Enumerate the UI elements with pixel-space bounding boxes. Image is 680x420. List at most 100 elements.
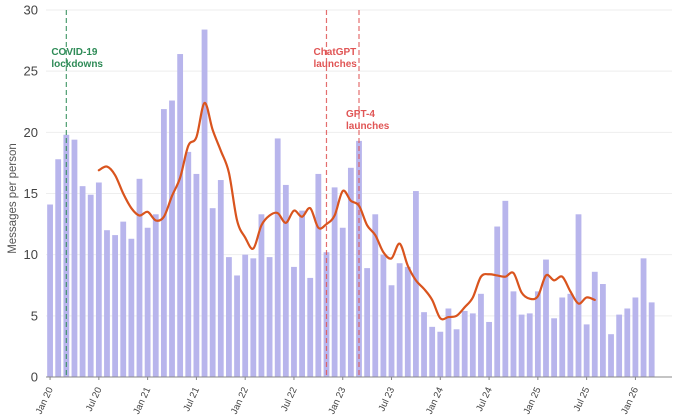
bar	[461, 310, 468, 377]
y-tick-label: 10	[24, 247, 38, 262]
y-tick-label: 25	[24, 64, 38, 79]
bar	[591, 271, 598, 377]
y-tick-label: 30	[24, 3, 38, 18]
x-tick-label: Jul 21	[181, 386, 202, 414]
bar	[250, 258, 257, 377]
bar	[526, 313, 533, 377]
bar	[396, 263, 403, 377]
bar	[112, 235, 119, 377]
bar	[136, 178, 143, 377]
bar	[95, 182, 102, 377]
bar	[79, 186, 86, 377]
x-tick-label: Jan 23	[326, 386, 348, 417]
bar	[648, 302, 655, 377]
bar	[469, 313, 476, 377]
bar	[331, 187, 338, 377]
x-tick-label: Jan 25	[522, 386, 544, 417]
trend-line	[97, 101, 596, 321]
bar	[71, 139, 78, 377]
x-tick-label: Jan 21	[131, 386, 153, 417]
bar	[364, 268, 371, 377]
bar	[258, 214, 265, 377]
bar	[388, 285, 395, 377]
bar	[486, 321, 492, 377]
bar	[282, 184, 289, 377]
bar	[266, 257, 273, 377]
bar	[421, 312, 427, 377]
bar	[599, 284, 606, 377]
x-tick-label: Jan 24	[424, 386, 446, 417]
bar	[518, 314, 525, 377]
bar	[413, 191, 419, 377]
bar	[632, 297, 639, 377]
bar	[502, 200, 509, 377]
bar	[104, 230, 110, 377]
bar	[315, 173, 322, 377]
x-tick-label: Jan 26	[619, 386, 641, 417]
bar	[201, 29, 208, 377]
bar	[494, 226, 501, 377]
bar	[291, 266, 297, 377]
y-axis-title: Messages per person	[7, 143, 19, 254]
bar	[543, 259, 549, 377]
x-tick-label: Jan 20	[34, 386, 56, 417]
bar	[583, 324, 590, 377]
bar	[453, 329, 460, 377]
bar	[445, 308, 452, 377]
y-tick-label: 5	[31, 308, 38, 323]
bar	[193, 173, 200, 377]
bar	[608, 334, 614, 377]
x-tick-label: Jul 23	[377, 386, 398, 414]
trend-line-layer	[97, 101, 596, 321]
annotation-label: COVID-19 lockdowns	[51, 47, 103, 70]
annotation-label: ChatGPT launches	[313, 47, 357, 70]
bar	[144, 227, 151, 377]
bar	[640, 258, 647, 377]
bar	[510, 291, 517, 377]
bar	[209, 208, 216, 377]
bar	[437, 331, 444, 377]
bar	[234, 275, 240, 377]
bar	[185, 151, 192, 377]
bar	[551, 318, 558, 377]
bar	[217, 180, 224, 377]
bar	[307, 277, 314, 377]
bar	[63, 134, 70, 377]
bar	[242, 254, 249, 377]
bars-layer	[47, 29, 655, 377]
bar	[152, 214, 159, 377]
x-tick-label: Jul 22	[279, 386, 300, 414]
bar	[567, 293, 574, 377]
bar	[160, 109, 167, 377]
annotation-label: GPT-4 launches	[346, 109, 390, 132]
y-tick-label: 0	[31, 370, 38, 385]
x-tick-label: Jan 22	[229, 386, 251, 417]
bar	[226, 257, 232, 377]
bar	[169, 100, 175, 377]
bar	[55, 159, 62, 377]
bar	[380, 254, 387, 377]
y-tick-label: 15	[24, 186, 38, 201]
x-tick-label: Jul 25	[572, 386, 593, 414]
bar	[177, 54, 184, 377]
bar	[299, 210, 305, 377]
bar	[575, 214, 582, 377]
bar	[339, 227, 346, 377]
bar	[404, 266, 411, 377]
bar	[429, 326, 436, 377]
bar	[87, 194, 94, 377]
annotation-lines: COVID-19 lockdowns ChatGPT launches GPT-4 lau…	[51, 10, 390, 377]
bar	[347, 167, 354, 377]
bar	[47, 204, 53, 377]
bar	[534, 291, 541, 377]
bar	[478, 293, 484, 377]
bar	[559, 297, 566, 377]
bar	[128, 238, 135, 377]
x-tick-label: Jul 24	[474, 386, 495, 414]
bar	[624, 308, 631, 377]
bar	[616, 314, 623, 377]
y-tick-label: 20	[24, 125, 38, 140]
bar	[274, 138, 281, 377]
bar	[120, 221, 127, 377]
